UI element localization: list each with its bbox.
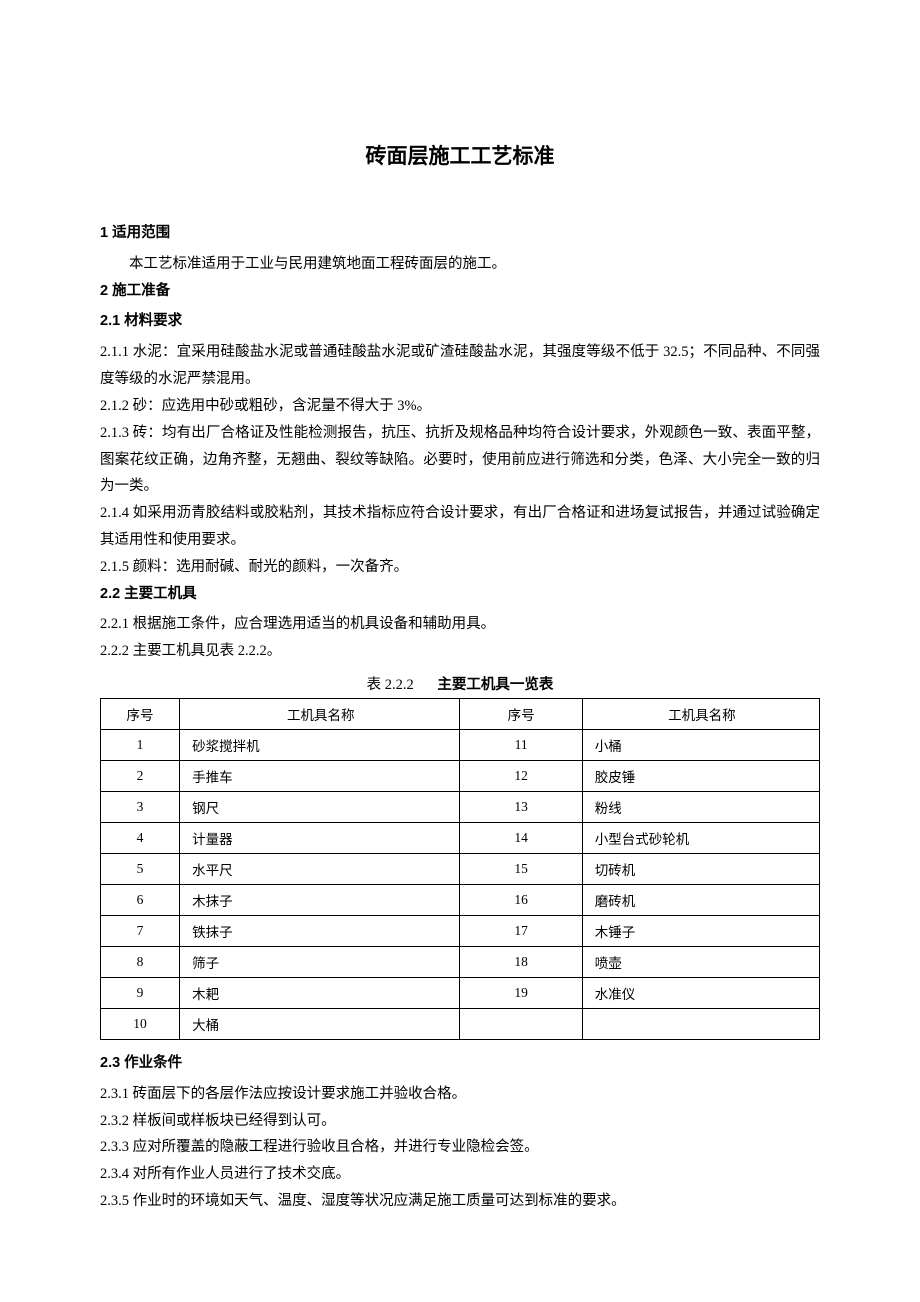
table-cell: 13 (460, 792, 582, 823)
tools-table: 序号 工机具名称 序号 工机具名称 1砂浆搅拌机11小桶2手推车12胶皮锤3钢尺… (100, 698, 820, 1040)
table-row: 9木耙19水准仪 (101, 978, 820, 1009)
table-cell: 铁抹子 (180, 916, 460, 947)
table-row: 10大桶 (101, 1009, 820, 1040)
table-cell: 木耙 (180, 978, 460, 1009)
section-2-2-heading: 2.2 主要工机具 (100, 581, 820, 608)
section-2-3-heading: 2.3 作业条件 (100, 1050, 820, 1077)
table-cell: 手推车 (180, 761, 460, 792)
table-cell: 钢尺 (180, 792, 460, 823)
document-title: 砖面层施工工艺标准 (100, 140, 820, 170)
table-caption: 表 2.2.2 主要工机具一览表 (100, 673, 820, 694)
table-cell: 砂浆搅拌机 (180, 730, 460, 761)
table-cell: 16 (460, 885, 582, 916)
para-2-1-3: 2.1.3 砖：均有出厂合格证及性能检测报告，抗压、抗折及规格品种均符合设计要求… (100, 420, 820, 500)
table-cell: 切砖机 (582, 854, 819, 885)
table-cell (582, 1009, 819, 1040)
table-row: 6木抹子16磨砖机 (101, 885, 820, 916)
table-cell: 水准仪 (582, 978, 819, 1009)
para-2-3-5: 2.3.5 作业时的环境如天气、温度、湿度等状况应满足施工质量可达到标准的要求。 (100, 1188, 820, 1215)
table-cell: 3 (101, 792, 180, 823)
para-2-2-1: 2.2.1 根据施工条件，应合理选用适当的机具设备和辅助用具。 (100, 611, 820, 638)
table-cell: 17 (460, 916, 582, 947)
table-cell: 胶皮锤 (582, 761, 819, 792)
table-header-cell: 工机具名称 (582, 699, 819, 730)
table-cell: 喷壶 (582, 947, 819, 978)
table-cell: 9 (101, 978, 180, 1009)
table-row: 8筛子18喷壶 (101, 947, 820, 978)
para-2-3-4: 2.3.4 对所有作业人员进行了技术交底。 (100, 1161, 820, 1188)
table-cell (460, 1009, 582, 1040)
para-2-3-1: 2.3.1 砖面层下的各层作法应按设计要求施工并验收合格。 (100, 1081, 820, 1108)
table-cell: 1 (101, 730, 180, 761)
para-2-1-2: 2.1.2 砂：应选用中砂或粗砂，含泥量不得大于 3%。 (100, 393, 820, 420)
section-1-heading: 1 适用范围 (100, 220, 820, 247)
table-header-cell: 序号 (460, 699, 582, 730)
para-2-2-2: 2.2.2 主要工机具见表 2.2.2。 (100, 638, 820, 665)
para-2-1-5: 2.1.5 颜料：选用耐碱、耐光的颜料，一次备齐。 (100, 554, 820, 581)
table-row: 4计量器14小型台式砂轮机 (101, 823, 820, 854)
table-cell: 筛子 (180, 947, 460, 978)
table-cell: 19 (460, 978, 582, 1009)
table-row: 1砂浆搅拌机11小桶 (101, 730, 820, 761)
table-cell: 14 (460, 823, 582, 854)
section-1-p1: 本工艺标准适用于工业与民用建筑地面工程砖面层的施工。 (100, 251, 820, 278)
table-cell: 6 (101, 885, 180, 916)
section-2-heading: 2 施工准备 (100, 278, 820, 305)
table-cell: 计量器 (180, 823, 460, 854)
table-cell: 木抹子 (180, 885, 460, 916)
table-row: 3钢尺13粉线 (101, 792, 820, 823)
para-2-1-4: 2.1.4 如采用沥青胶结料或胶粘剂，其技术指标应符合设计要求，有出厂合格证和进… (100, 500, 820, 554)
para-2-3-2: 2.3.2 样板间或样板块已经得到认可。 (100, 1108, 820, 1135)
table-cell: 5 (101, 854, 180, 885)
table-cell: 7 (101, 916, 180, 947)
table-header-row: 序号 工机具名称 序号 工机具名称 (101, 699, 820, 730)
para-2-1-1: 2.1.1 水泥：宜采用硅酸盐水泥或普通硅酸盐水泥或矿渣硅酸盐水泥，其强度等级不… (100, 339, 820, 393)
table-cell: 8 (101, 947, 180, 978)
table-header-cell: 工机具名称 (180, 699, 460, 730)
table-cell: 磨砖机 (582, 885, 819, 916)
table-cell: 12 (460, 761, 582, 792)
table-cell: 15 (460, 854, 582, 885)
table-caption-number: 表 2.2.2 (367, 677, 414, 693)
table-cell: 小型台式砂轮机 (582, 823, 819, 854)
table-row: 7铁抹子17木锤子 (101, 916, 820, 947)
table-cell: 4 (101, 823, 180, 854)
table-row: 5水平尺15切砖机 (101, 854, 820, 885)
table-cell: 11 (460, 730, 582, 761)
table-body: 1砂浆搅拌机11小桶2手推车12胶皮锤3钢尺13粉线4计量器14小型台式砂轮机5… (101, 730, 820, 1040)
table-cell: 10 (101, 1009, 180, 1040)
table-caption-title: 主要工机具一览表 (437, 677, 553, 693)
table-cell: 木锤子 (582, 916, 819, 947)
table-cell: 大桶 (180, 1009, 460, 1040)
table-cell: 2 (101, 761, 180, 792)
para-2-3-3: 2.3.3 应对所覆盖的隐蔽工程进行验收且合格，并进行专业隐检会签。 (100, 1134, 820, 1161)
table-cell: 小桶 (582, 730, 819, 761)
table-cell: 粉线 (582, 792, 819, 823)
table-cell: 水平尺 (180, 854, 460, 885)
table-row: 2手推车12胶皮锤 (101, 761, 820, 792)
section-2-1-heading: 2.1 材料要求 (100, 308, 820, 335)
table-header-cell: 序号 (101, 699, 180, 730)
table-cell: 18 (460, 947, 582, 978)
